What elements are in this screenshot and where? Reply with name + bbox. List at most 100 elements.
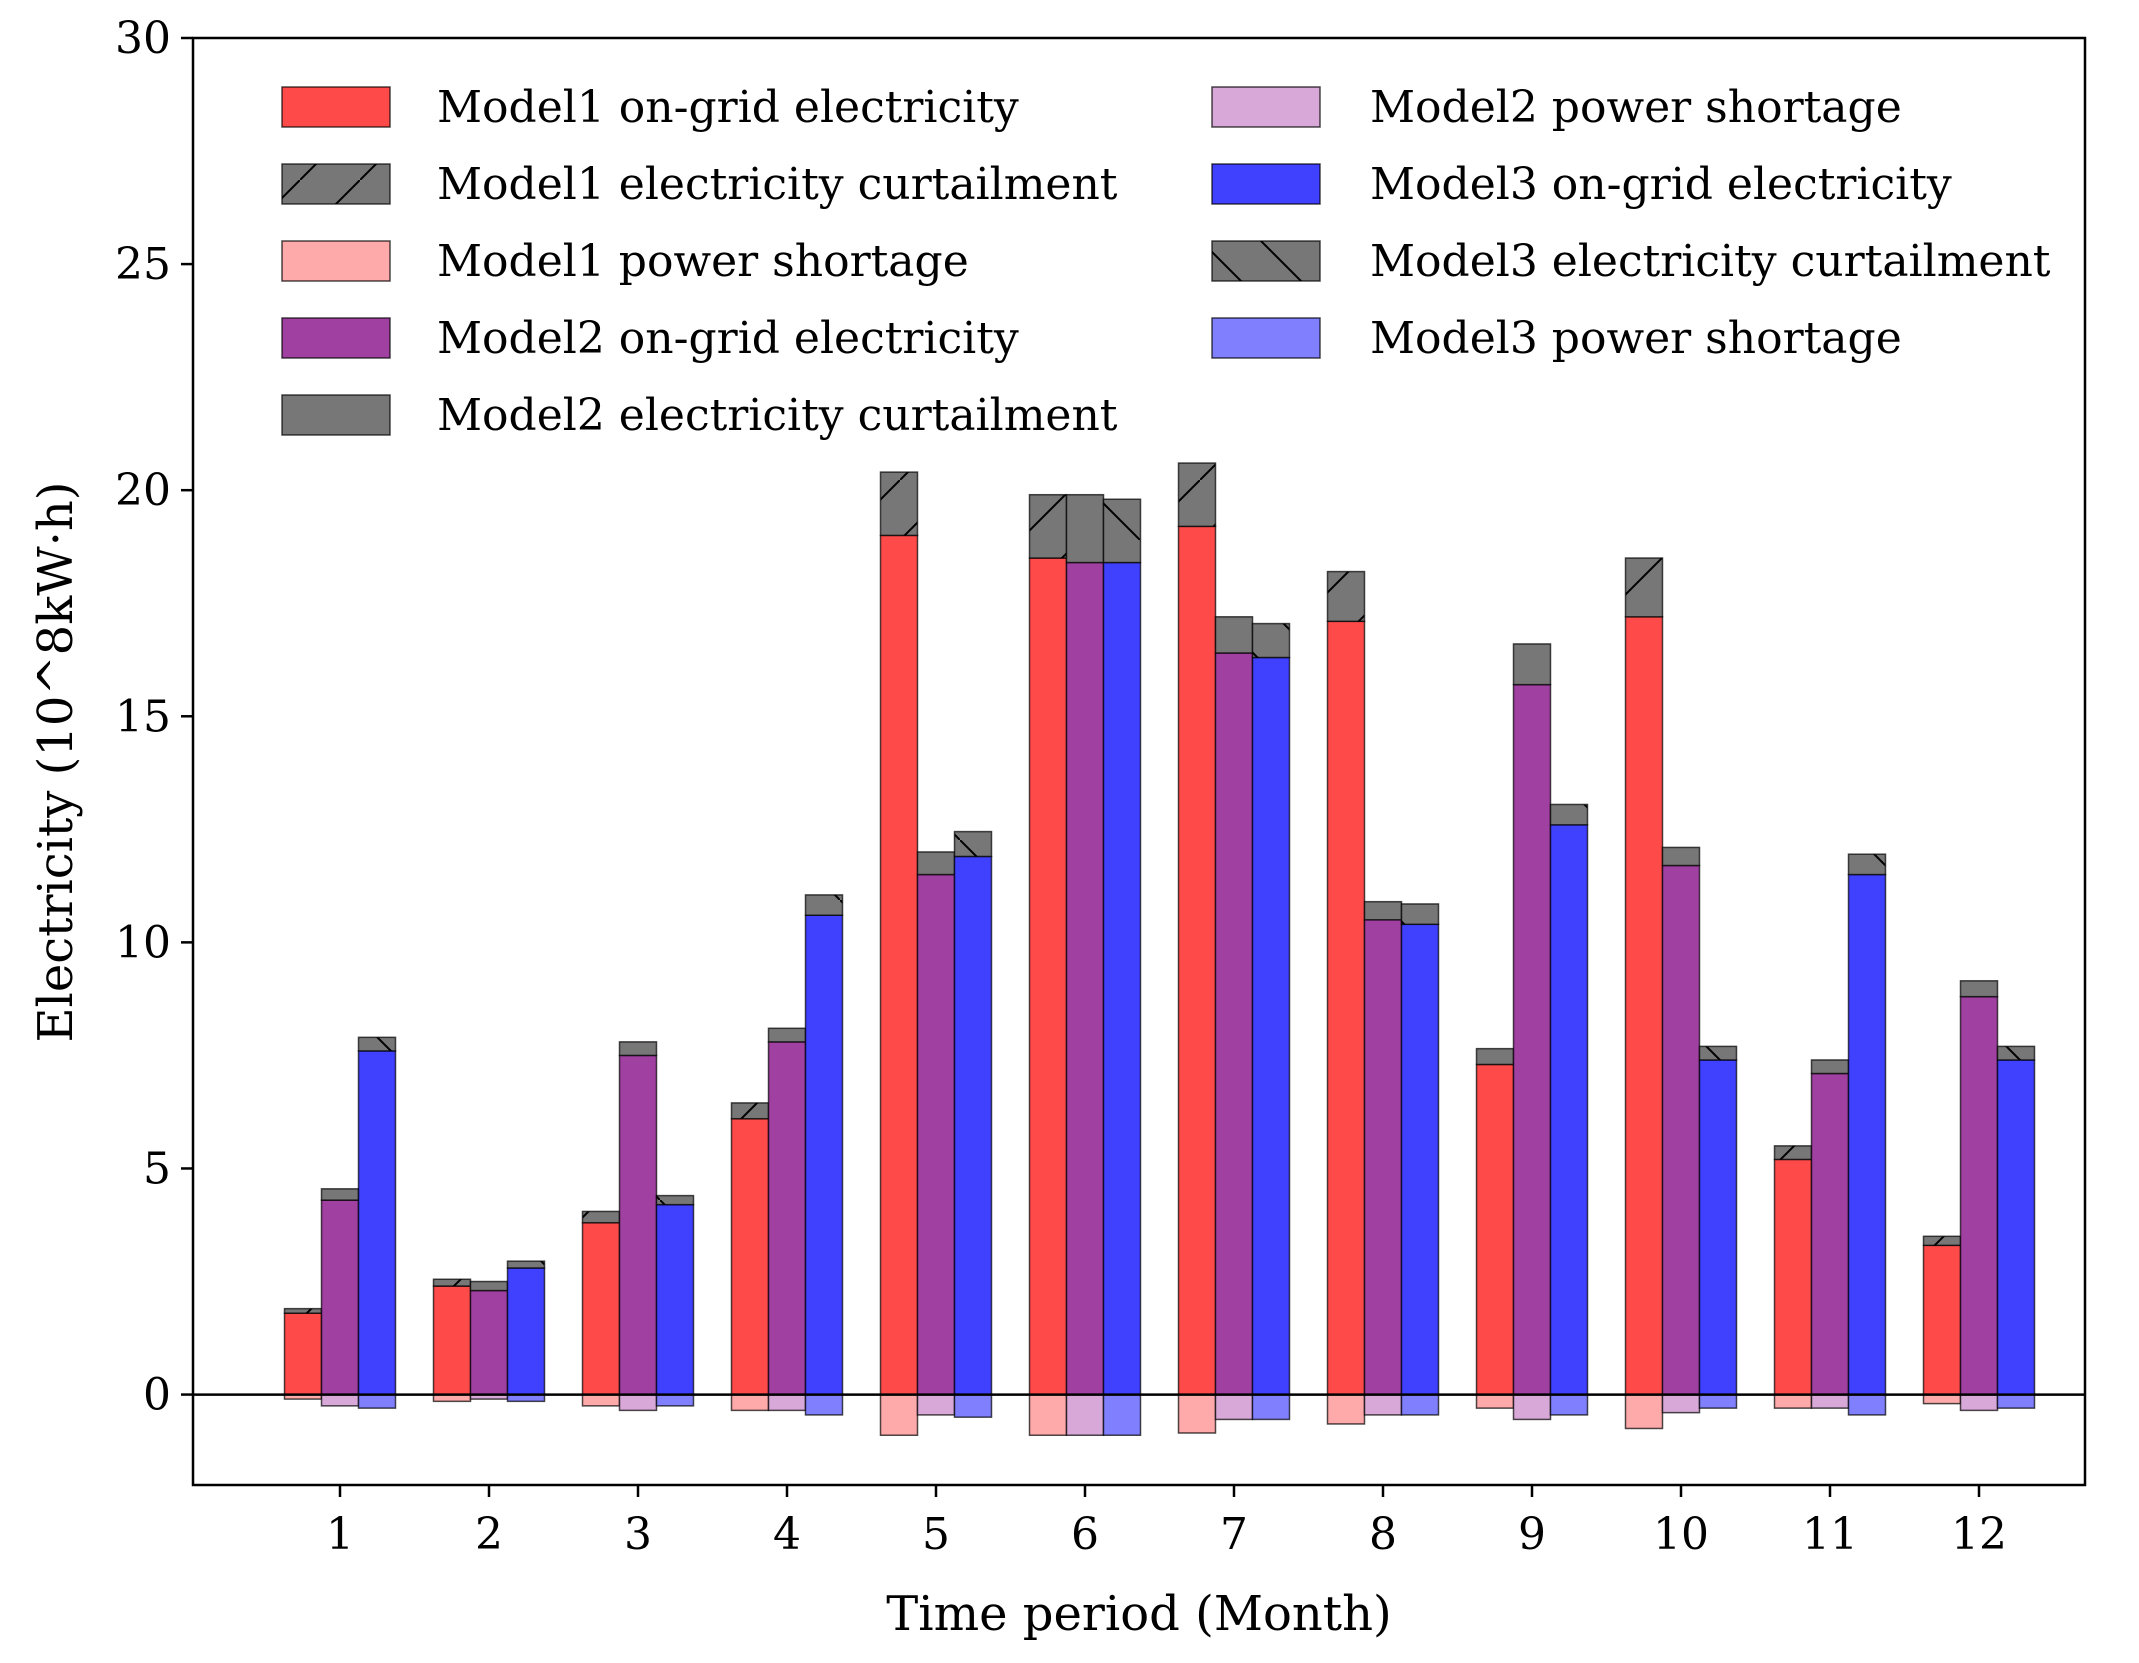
bar-model1-on-grid bbox=[1624, 616, 1664, 1396]
x-axis-title: Time period (Month) bbox=[886, 1586, 1391, 1642]
x-tick-label: 5 bbox=[922, 1509, 950, 1560]
legend-label: Model1 power shortage bbox=[437, 236, 969, 287]
x-tick-label: 4 bbox=[773, 1509, 801, 1560]
y-tick-label: 20 bbox=[115, 465, 171, 516]
bar-model2-on-grid bbox=[1512, 683, 1552, 1396]
bar-model2-curtailment bbox=[618, 1041, 658, 1057]
bar-model2-on-grid bbox=[1214, 652, 1254, 1396]
x-tick-label: 3 bbox=[624, 1509, 652, 1560]
bar-model1-curtailment-hatch bbox=[1029, 494, 1067, 559]
x-tick-label: 9 bbox=[1518, 1509, 1546, 1560]
bar-model3-curtailment-hatch bbox=[954, 831, 992, 857]
bar-model1-on-grid bbox=[581, 1221, 621, 1396]
legend-swatch bbox=[281, 394, 391, 436]
bar-model2-on-grid bbox=[916, 873, 956, 1396]
bar-model3-shortage bbox=[1251, 1393, 1291, 1421]
x-tick-label: 7 bbox=[1220, 1509, 1248, 1560]
bar-model1-curtailment-hatch bbox=[1327, 571, 1365, 622]
bar-model1-shortage bbox=[1326, 1393, 1366, 1425]
bar-model2-curtailment bbox=[469, 1280, 509, 1292]
bar-model2-shortage bbox=[916, 1393, 956, 1416]
bar-model1-curtailment-hatch bbox=[1625, 558, 1663, 617]
bar-model1-on-grid bbox=[1773, 1158, 1813, 1396]
bar-model2-on-grid bbox=[1810, 1072, 1850, 1396]
bar-model3-shortage bbox=[1102, 1393, 1142, 1437]
bar-model1-shortage bbox=[581, 1393, 621, 1407]
bar-model3-curtailment-hatch bbox=[805, 894, 843, 916]
bar-model2-curtailment bbox=[1065, 493, 1105, 564]
bar-model3-curtailment-hatch bbox=[1848, 854, 1886, 875]
bars-layer bbox=[283, 462, 2036, 1437]
bar-model2-shortage bbox=[320, 1393, 360, 1407]
bar-model3-on-grid bbox=[1847, 873, 1887, 1396]
plot-frame bbox=[191, 36, 2087, 1487]
legend-label: Model3 power shortage bbox=[1370, 313, 1902, 364]
y-tick-label: 10 bbox=[115, 917, 171, 968]
bar-model2-on-grid bbox=[1363, 919, 1403, 1396]
bar-model1-shortage bbox=[1624, 1393, 1664, 1430]
legend-swatch bbox=[1211, 86, 1321, 128]
legend-label: Model3 on-grid electricity bbox=[1370, 159, 1952, 210]
bar-model2-curtailment bbox=[916, 851, 956, 876]
bar-model3-on-grid bbox=[506, 1267, 546, 1396]
bar-model3-on-grid bbox=[655, 1203, 695, 1396]
x-tick-label: 8 bbox=[1369, 1509, 1397, 1560]
y-axis-title: Electricity (10^8kW·h) bbox=[28, 481, 84, 1042]
bar-model2-curtailment bbox=[767, 1027, 807, 1043]
bar-model3-shortage bbox=[1549, 1393, 1589, 1416]
bar-model2-curtailment bbox=[1214, 616, 1254, 654]
bar-model1-curtailment-hatch bbox=[731, 1102, 769, 1119]
bar-model2-shortage bbox=[1214, 1393, 1254, 1421]
bar-model1-on-grid bbox=[879, 534, 919, 1396]
bar-model2-shortage bbox=[767, 1393, 807, 1412]
bar-model2-curtailment bbox=[1661, 846, 1701, 867]
legend-swatch bbox=[1211, 163, 1321, 205]
bar-model3-curtailment-hatch bbox=[507, 1261, 545, 1268]
bar-model3-shortage bbox=[1698, 1393, 1738, 1409]
bar-model1-on-grid bbox=[283, 1312, 323, 1396]
bar-model1-on-grid bbox=[1177, 525, 1217, 1396]
bar-model2-curtailment bbox=[320, 1188, 360, 1201]
bar-model1-curtailment-hatch bbox=[880, 472, 918, 536]
bar-model2-on-grid bbox=[320, 1199, 360, 1396]
x-tick-label: 1 bbox=[326, 1509, 354, 1560]
legend-label: Model1 electricity curtailment bbox=[437, 159, 1118, 210]
bar-model3-on-grid bbox=[357, 1050, 397, 1396]
bar-model2-shortage bbox=[1065, 1393, 1105, 1437]
legend-label: Model2 on-grid electricity bbox=[437, 313, 1019, 364]
bar-model3-curtailment-hatch bbox=[1699, 1046, 1737, 1060]
bar-model1-curtailment-hatch bbox=[1923, 1236, 1961, 1246]
bar-model1-on-grid bbox=[1028, 557, 1068, 1396]
bar-model3-curtailment-hatch bbox=[358, 1037, 396, 1051]
bar-model1-shortage bbox=[730, 1393, 770, 1412]
bar-model2-curtailment bbox=[1810, 1059, 1850, 1075]
bar-model1-shortage bbox=[1773, 1393, 1813, 1409]
bar-model2-on-grid bbox=[767, 1041, 807, 1396]
bar-model1-curtailment-hatch bbox=[284, 1308, 322, 1314]
bar-model1-on-grid bbox=[730, 1117, 770, 1396]
bar-model2-on-grid bbox=[469, 1289, 509, 1396]
bar-model1-on-grid bbox=[1475, 1063, 1515, 1396]
legend-label: Model2 power shortage bbox=[1370, 82, 1902, 133]
bar-model1-curtailment-hatch bbox=[433, 1279, 471, 1287]
bar-model2-shortage bbox=[1661, 1393, 1701, 1414]
bar-model1-shortage bbox=[1177, 1393, 1217, 1434]
bar-model2-curtailment bbox=[1959, 980, 1999, 998]
legend-swatch-hatch bbox=[282, 164, 390, 204]
x-tick-label: 10 bbox=[1653, 1509, 1709, 1560]
bar-model3-curtailment-hatch bbox=[1401, 903, 1439, 925]
bar-model1-on-grid bbox=[1326, 620, 1366, 1396]
x-tick-label: 6 bbox=[1071, 1509, 1099, 1560]
bar-model3-shortage bbox=[1996, 1393, 2036, 1409]
bar-model2-on-grid bbox=[1661, 864, 1701, 1396]
legend-swatch-hatch bbox=[1212, 241, 1320, 281]
bar-model1-shortage bbox=[1922, 1393, 1962, 1405]
x-tick-label: 11 bbox=[1802, 1509, 1858, 1560]
legend-swatch bbox=[281, 317, 391, 359]
y-tick-label: 15 bbox=[115, 691, 171, 742]
bar-model3-on-grid bbox=[1698, 1059, 1738, 1396]
bar-model2-on-grid bbox=[618, 1054, 658, 1396]
bar-model3-on-grid bbox=[1996, 1059, 2036, 1396]
bar-model3-shortage bbox=[1847, 1393, 1887, 1416]
bar-model1-on-grid bbox=[432, 1285, 472, 1396]
